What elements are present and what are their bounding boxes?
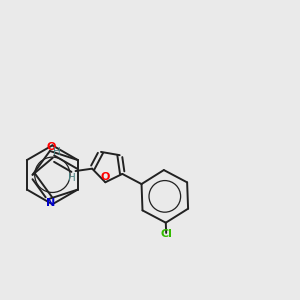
Text: H: H [68,173,76,183]
Text: O: O [100,172,110,182]
Text: H: H [52,147,60,157]
Text: O: O [47,142,56,152]
Text: Cl: Cl [160,230,172,239]
Text: N: N [46,198,55,208]
